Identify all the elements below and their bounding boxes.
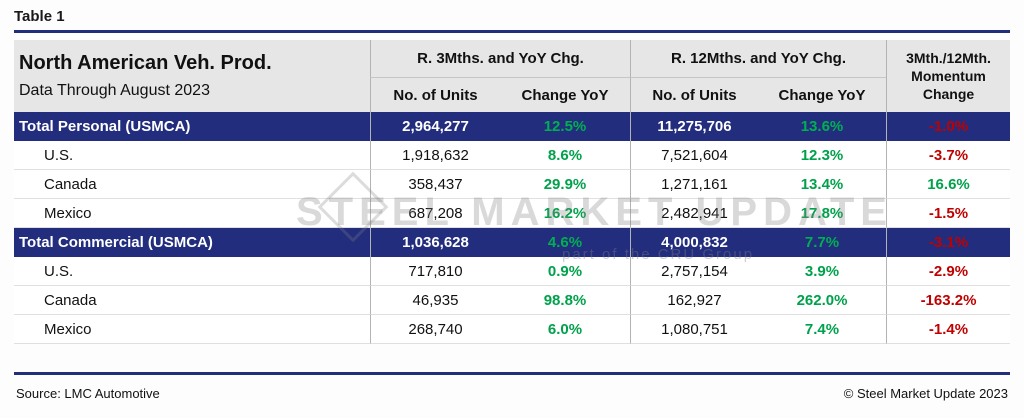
production-table: North American Veh. Prod. Data Through A… bbox=[14, 40, 1010, 344]
change-12m-cell: 17.8% bbox=[758, 199, 886, 228]
momentum-cell: -3.1% bbox=[886, 228, 1010, 257]
units-12m-cell: 2,482,941 bbox=[630, 199, 758, 228]
table-title: North American Veh. Prod. bbox=[19, 52, 272, 74]
subheader-units-3m: No. of Units bbox=[370, 78, 500, 112]
units-12m-cell: 1,271,161 bbox=[630, 170, 758, 199]
momentum-cell: -1.5% bbox=[886, 199, 1010, 228]
top-rule bbox=[14, 30, 1010, 33]
units-3m-cell: 717,810 bbox=[370, 257, 500, 286]
momentum-cell: -3.7% bbox=[886, 141, 1010, 170]
units-12m-cell: 7,521,604 bbox=[630, 141, 758, 170]
momentum-cell: -2.9% bbox=[886, 257, 1010, 286]
row-label: Total Commercial (USMCA) bbox=[14, 228, 370, 257]
row-label: Total Personal (USMCA) bbox=[14, 112, 370, 141]
table-subtitle: Data Through August 2023 bbox=[19, 82, 210, 99]
row-label: Mexico bbox=[14, 199, 370, 228]
units-3m-cell: 1,918,632 bbox=[370, 141, 500, 170]
units-3m-cell: 46,935 bbox=[370, 286, 500, 315]
units-3m-cell: 2,964,277 bbox=[370, 112, 500, 141]
momentum-cell: -1.4% bbox=[886, 315, 1010, 344]
momentum-header: 3Mth./12Mth. Momentum Change bbox=[886, 40, 1010, 112]
change-3m-cell: 6.0% bbox=[500, 315, 630, 344]
change-12m-cell: 13.6% bbox=[758, 112, 886, 141]
units-3m-cell: 358,437 bbox=[370, 170, 500, 199]
units-3m-cell: 268,740 bbox=[370, 315, 500, 344]
change-3m-cell: 16.2% bbox=[500, 199, 630, 228]
units-12m-cell: 4,000,832 bbox=[630, 228, 758, 257]
copyright-text: © Steel Market Update 2023 bbox=[843, 386, 1008, 401]
row-label: Canada bbox=[14, 170, 370, 199]
change-3m-cell: 4.6% bbox=[500, 228, 630, 257]
units-12m-cell: 162,927 bbox=[630, 286, 758, 315]
change-12m-cell: 3.9% bbox=[758, 257, 886, 286]
change-12m-cell: 12.3% bbox=[758, 141, 886, 170]
row-label: U.S. bbox=[14, 141, 370, 170]
subheader-units-12m: No. of Units bbox=[630, 78, 758, 112]
change-3m-cell: 29.9% bbox=[500, 170, 630, 199]
change-12m-cell: 13.4% bbox=[758, 170, 886, 199]
table-number-label: Table 1 bbox=[14, 8, 65, 25]
row-label: Canada bbox=[14, 286, 370, 315]
row-label: U.S. bbox=[14, 257, 370, 286]
subheader-change-3m: Change YoY bbox=[500, 78, 630, 112]
source-text: Source: LMC Automotive bbox=[16, 386, 160, 401]
change-3m-cell: 0.9% bbox=[500, 257, 630, 286]
table-title-block: North American Veh. Prod. Data Through A… bbox=[14, 40, 370, 112]
change-3m-cell: 12.5% bbox=[500, 112, 630, 141]
momentum-cell: -163.2% bbox=[886, 286, 1010, 315]
change-12m-cell: 262.0% bbox=[758, 286, 886, 315]
group-header-3m: R. 3Mths. and YoY Chg. bbox=[370, 40, 630, 78]
momentum-cell: 16.6% bbox=[886, 170, 1010, 199]
change-12m-cell: 7.4% bbox=[758, 315, 886, 344]
units-3m-cell: 687,208 bbox=[370, 199, 500, 228]
row-label: Mexico bbox=[14, 315, 370, 344]
momentum-cell: -1.0% bbox=[886, 112, 1010, 141]
change-3m-cell: 8.6% bbox=[500, 141, 630, 170]
units-12m-cell: 11,275,706 bbox=[630, 112, 758, 141]
change-3m-cell: 98.8% bbox=[500, 286, 630, 315]
units-12m-cell: 2,757,154 bbox=[630, 257, 758, 286]
units-12m-cell: 1,080,751 bbox=[630, 315, 758, 344]
production-table-grid: North American Veh. Prod. Data Through A… bbox=[14, 40, 1010, 344]
change-12m-cell: 7.7% bbox=[758, 228, 886, 257]
footer: Source: LMC Automotive © Steel Market Up… bbox=[14, 375, 1010, 401]
group-header-12m: R. 12Mths. and YoY Chg. bbox=[630, 40, 886, 78]
subheader-change-12m: Change YoY bbox=[758, 78, 886, 112]
bottom-rule bbox=[14, 372, 1010, 375]
units-3m-cell: 1,036,628 bbox=[370, 228, 500, 257]
